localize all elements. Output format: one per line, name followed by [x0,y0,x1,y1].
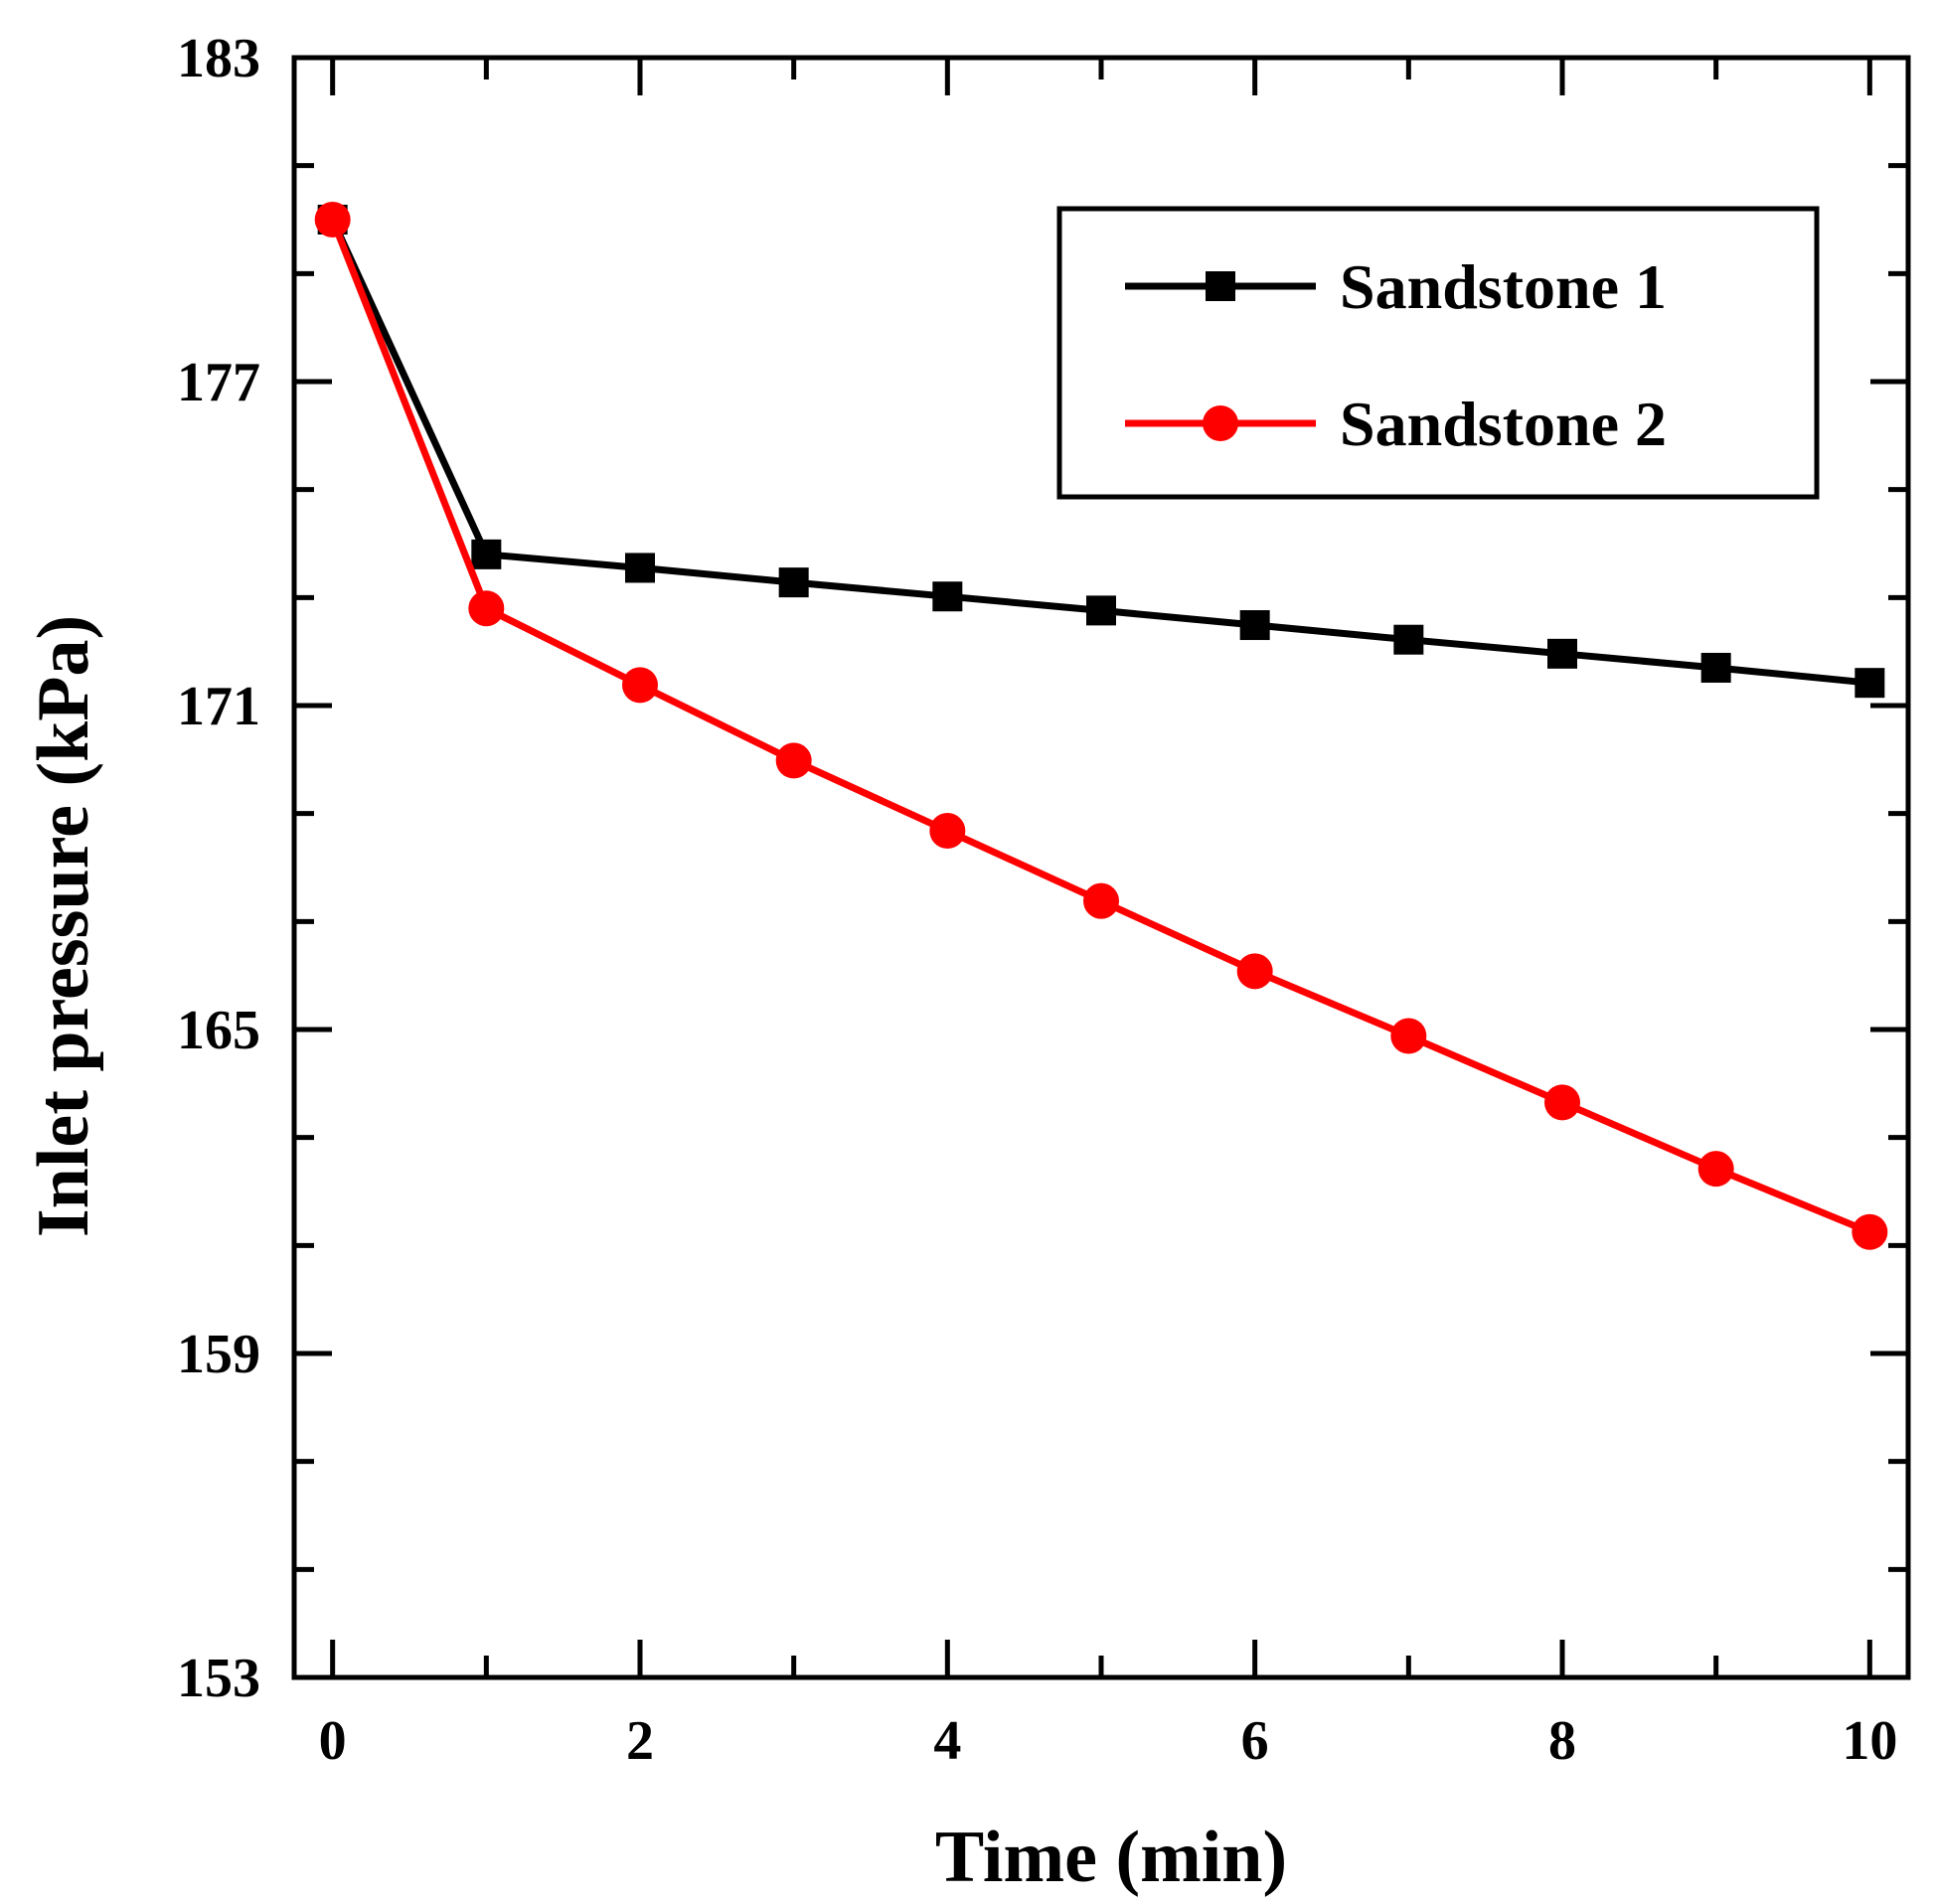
x-tick-label: 6 [1241,1710,1269,1772]
data-point-sandstone-1 [1086,595,1116,626]
legend-label-1: Sandstone 1 [1340,251,1667,322]
data-point-sandstone-2 [1390,1018,1427,1054]
data-point-sandstone-2 [1236,953,1273,990]
data-point-sandstone-1 [1855,668,1885,699]
data-point-sandstone-2 [929,813,966,850]
x-tick-label: 2 [626,1710,654,1772]
series-layer [314,202,1888,1250]
x-axis-title: Time (min) [935,1817,1287,1898]
data-point-sandstone-1 [471,539,502,569]
legend-box [1056,206,1820,500]
data-point-sandstone-1 [1547,638,1577,669]
data-point-sandstone-1 [625,553,655,583]
y-tick-label: 153 [177,1648,260,1709]
x-tick-label: 8 [1548,1710,1576,1772]
y-tick-label: 159 [177,1324,260,1385]
data-point-sandstone-2 [468,590,505,627]
data-point-sandstone-1 [778,567,809,598]
data-point-sandstone-2 [1697,1151,1734,1188]
data-point-sandstone-2 [1083,882,1119,919]
data-point-sandstone-2 [622,667,658,704]
x-tick-label: 10 [1842,1710,1897,1772]
data-point-sandstone-1 [1239,610,1270,641]
data-point-sandstone-2 [1544,1084,1580,1121]
y-tick-label: 171 [177,676,260,737]
axes-layer: 153 159 165 171 177 183 0 2 4 6 8 10 [177,28,1908,1772]
data-point-sandstone-2 [314,202,351,238]
data-point-sandstone-1 [1700,652,1731,683]
data-point-sandstone-2 [775,742,812,779]
y-tick-label: 177 [177,352,260,413]
y-tick-label: 183 [177,28,260,89]
legend-marker-circle [1203,405,1238,441]
legend: Sandstone 1 Sandstone 2 [1056,206,1820,500]
y-axis-title: Inlet pressure (kPa) [23,615,104,1237]
data-point-sandstone-1 [1393,624,1424,655]
x-tick-label: 0 [319,1710,347,1772]
legend-marker-square [1206,271,1235,301]
data-point-sandstone-2 [1852,1213,1888,1250]
legend-label-2: Sandstone 2 [1340,389,1667,459]
y-tick-label: 165 [177,1000,260,1061]
x-tick-label: 4 [933,1710,961,1772]
data-point-sandstone-1 [932,581,963,612]
